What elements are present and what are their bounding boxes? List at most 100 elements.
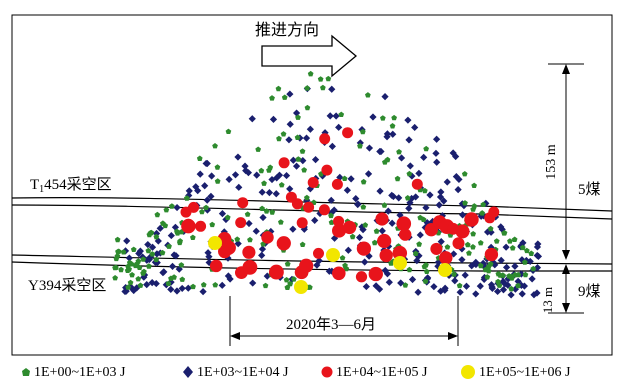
event-low bbox=[113, 255, 120, 262]
event-mid bbox=[468, 262, 476, 270]
event-mid bbox=[127, 283, 135, 291]
event-mid bbox=[519, 239, 527, 247]
event-high bbox=[303, 201, 315, 213]
event-low bbox=[255, 146, 261, 152]
event-mid bbox=[451, 277, 459, 285]
event-low bbox=[373, 228, 380, 234]
event-mid bbox=[225, 175, 233, 183]
event-mid bbox=[184, 284, 192, 292]
event-low bbox=[163, 207, 170, 213]
event-mid bbox=[440, 197, 448, 205]
event-mid bbox=[258, 245, 267, 253]
event-mid bbox=[302, 134, 311, 142]
event-mid bbox=[328, 142, 336, 150]
event-low bbox=[275, 85, 282, 92]
event-low bbox=[166, 243, 172, 249]
event-low bbox=[190, 283, 196, 290]
event-mid bbox=[458, 211, 467, 219]
event-high bbox=[342, 220, 357, 235]
event-mid bbox=[275, 171, 284, 179]
event-low bbox=[402, 282, 409, 288]
event-low bbox=[371, 239, 378, 246]
event-very-high bbox=[438, 263, 452, 277]
event-low bbox=[178, 262, 185, 268]
event-high bbox=[242, 259, 258, 275]
event-high bbox=[488, 206, 500, 218]
event-low bbox=[420, 216, 427, 222]
event-mid bbox=[408, 172, 416, 180]
event-low bbox=[394, 175, 401, 182]
event-low bbox=[281, 94, 288, 100]
event-low bbox=[389, 123, 396, 129]
event-low bbox=[501, 230, 507, 236]
event-very-high bbox=[208, 236, 222, 250]
event-mid bbox=[286, 120, 294, 128]
event-low bbox=[284, 261, 291, 267]
event-low bbox=[304, 104, 311, 111]
event-low bbox=[406, 266, 413, 273]
event-low bbox=[471, 203, 478, 209]
event-mid bbox=[231, 171, 240, 179]
event-low bbox=[304, 194, 310, 201]
event-high bbox=[342, 127, 354, 139]
event-low bbox=[153, 256, 160, 263]
event-mid bbox=[487, 228, 495, 236]
event-mid bbox=[344, 246, 352, 254]
event-mid bbox=[234, 153, 242, 161]
event-mid bbox=[175, 265, 183, 273]
event-mid bbox=[383, 133, 391, 141]
event-low bbox=[295, 156, 302, 162]
event-high bbox=[333, 215, 345, 227]
event-mid bbox=[497, 223, 505, 231]
event-low bbox=[423, 268, 430, 274]
event-mid bbox=[435, 201, 443, 209]
event-mid bbox=[514, 277, 522, 285]
event-mid bbox=[430, 283, 438, 291]
event-mid bbox=[472, 290, 480, 298]
event-low bbox=[259, 205, 265, 211]
event-low bbox=[154, 211, 161, 218]
event-low bbox=[507, 238, 513, 244]
event-high bbox=[285, 191, 297, 203]
event-low bbox=[149, 251, 156, 257]
event-mid bbox=[395, 194, 403, 202]
event-low bbox=[153, 233, 160, 240]
period-label: 2020年3—6月 bbox=[286, 316, 376, 333]
event-mid bbox=[497, 256, 505, 264]
event-low bbox=[212, 143, 218, 149]
direction-label: 推进方向 bbox=[255, 21, 319, 39]
event-high bbox=[180, 206, 192, 218]
event-mid bbox=[461, 271, 469, 279]
event-mid bbox=[299, 157, 307, 165]
event-high bbox=[312, 247, 325, 259]
event-low bbox=[299, 241, 306, 247]
event-mid bbox=[533, 251, 541, 260]
event-mid bbox=[325, 267, 333, 275]
event-mid bbox=[224, 254, 232, 262]
event-low bbox=[137, 282, 144, 288]
event-mid bbox=[397, 279, 405, 287]
event-very-high bbox=[393, 256, 407, 270]
event-mid bbox=[332, 112, 340, 120]
event-low bbox=[212, 282, 219, 288]
event-low bbox=[320, 84, 326, 91]
event-low bbox=[132, 262, 139, 269]
event-high bbox=[307, 177, 319, 188]
event-low bbox=[464, 241, 471, 248]
event-mid bbox=[135, 249, 143, 258]
event-low bbox=[269, 95, 275, 101]
event-low bbox=[484, 274, 491, 280]
event-mid bbox=[123, 237, 131, 245]
event-mid bbox=[511, 285, 520, 293]
legend-marker-yellow-circle bbox=[461, 365, 475, 379]
event-mid bbox=[388, 219, 396, 227]
event-mid bbox=[203, 196, 211, 204]
event-mid bbox=[511, 262, 519, 270]
event-low bbox=[461, 171, 468, 177]
event-mid bbox=[517, 270, 525, 278]
event-high bbox=[268, 264, 284, 280]
event-low bbox=[456, 282, 463, 289]
event-low bbox=[115, 248, 122, 254]
event-low bbox=[140, 256, 147, 262]
event-low bbox=[135, 276, 142, 282]
